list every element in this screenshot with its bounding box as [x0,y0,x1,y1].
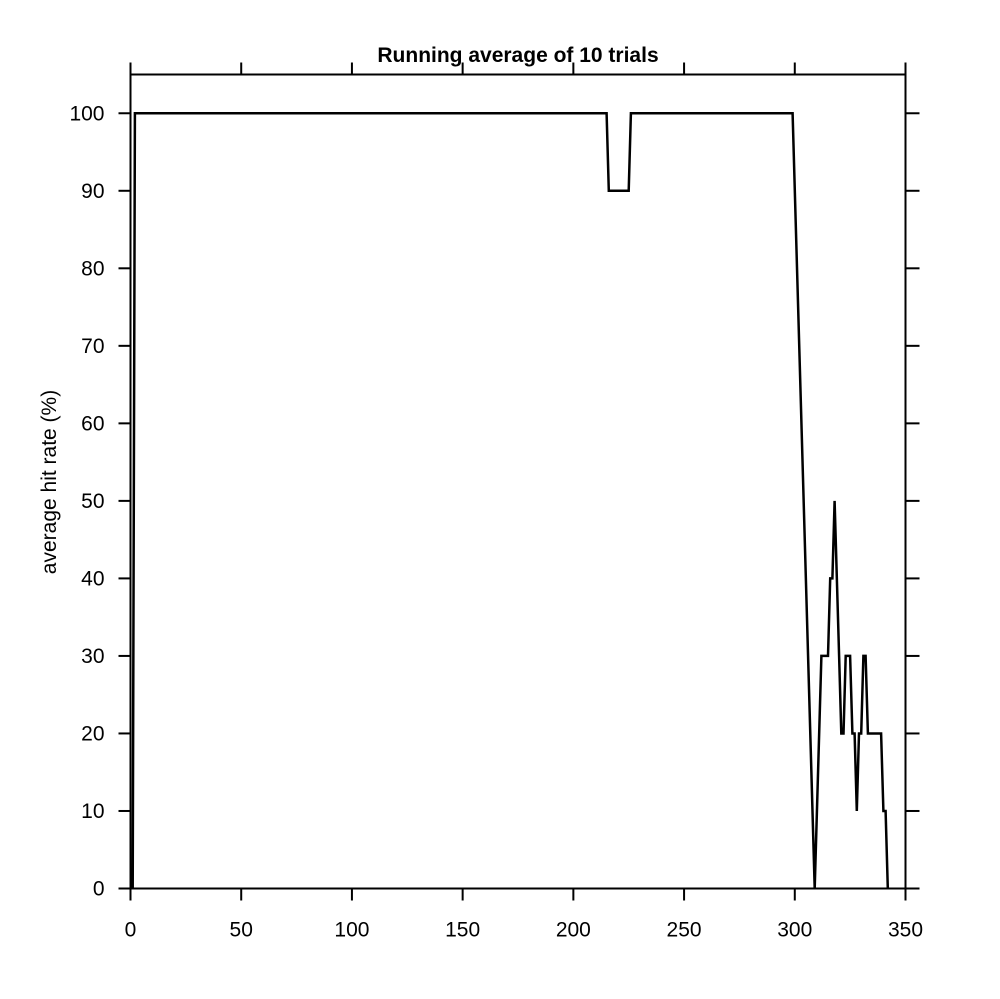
chart-title: Running average of 10 trials [377,44,658,67]
y-tick-label: 80 [81,257,104,280]
x-tick-label: 150 [445,919,480,942]
y-tick-label: 90 [81,180,104,203]
y-tick-label: 30 [81,645,104,668]
y-tick-label: 20 [81,722,104,745]
x-tick-label: 250 [667,919,702,942]
x-tick-label: 100 [334,919,369,942]
x-tick-label: 350 [888,919,923,942]
plot-frame [129,73,907,890]
x-tick-label: 0 [125,919,137,942]
y-axis-title: average hit rate (%) [38,390,61,574]
y-tick-label: 60 [81,412,104,435]
x-tick-label: 300 [777,919,812,942]
x-axis-ticks [129,62,907,901]
y-tick-label: 70 [81,335,104,358]
series-layer [131,112,890,889]
y-tick-label: 40 [81,567,104,590]
y-axis-ticks [118,112,920,890]
x-tick-label: 50 [230,919,253,942]
y-tick-label: 100 [69,102,104,125]
y-tick-label: 0 [93,878,105,901]
y-tick-label: 10 [81,800,104,823]
x-axis-tick-labels: 0 50 100 150 200 250 300 350 [125,919,923,942]
y-axis-tick-labels: 0 10 20 30 40 50 60 70 80 90 100 [69,102,104,900]
y-tick-label: 50 [81,490,104,513]
series-line [131,112,890,889]
x-tick-label: 200 [556,919,591,942]
